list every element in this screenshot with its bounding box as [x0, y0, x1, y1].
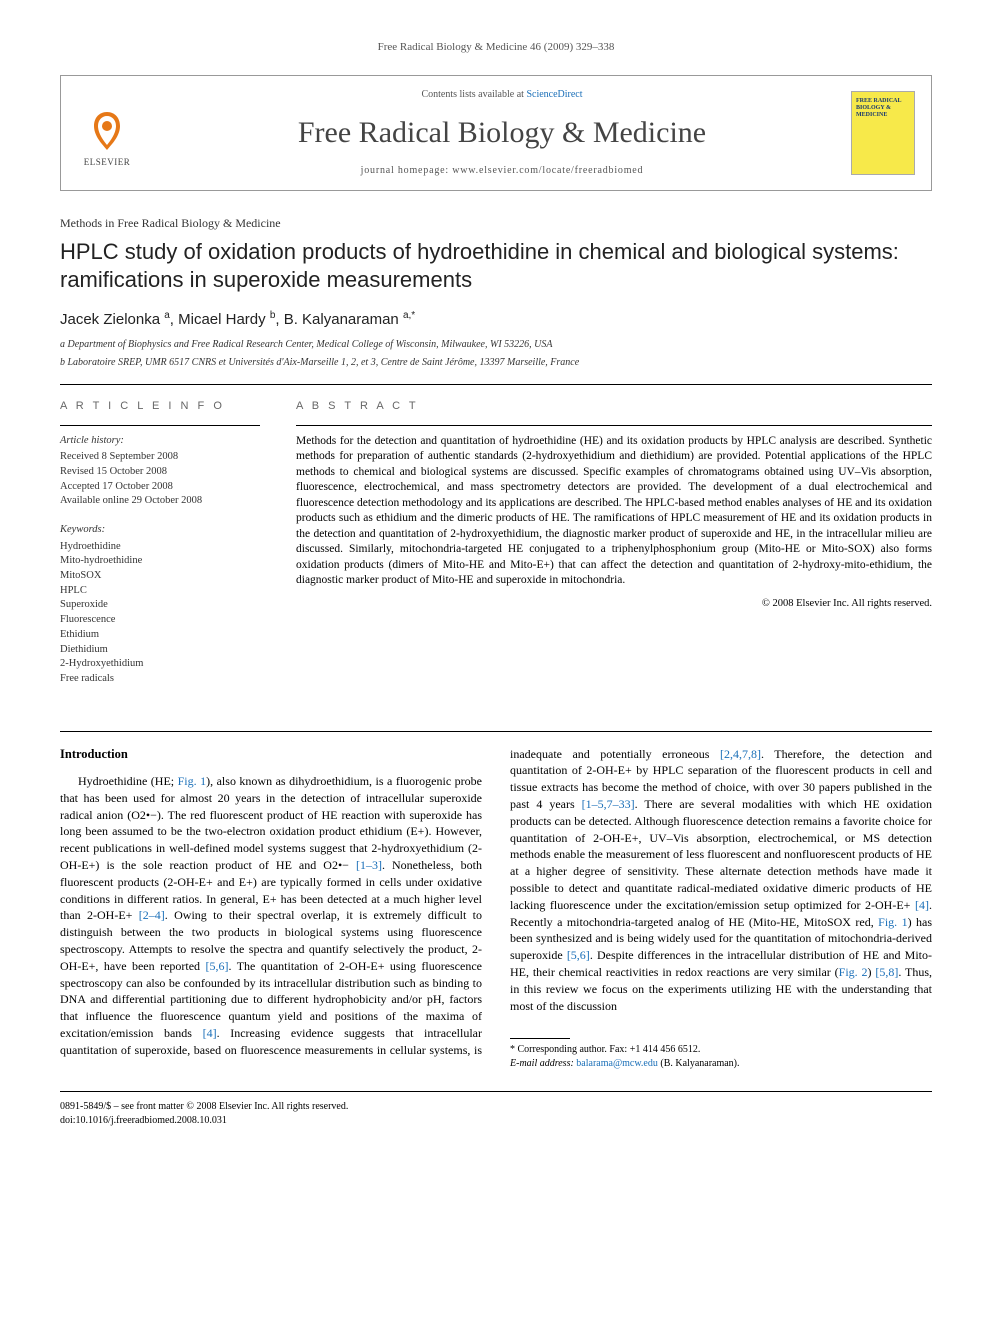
text-fragment: . There are several modalities with whic… — [510, 797, 932, 912]
corresponding-author-block: * Corresponding author. Fax: +1 414 456 … — [510, 1038, 932, 1071]
divider — [60, 425, 260, 426]
divider — [60, 384, 932, 385]
history-accepted: Accepted 17 October 2008 — [60, 480, 260, 495]
keyword-item: 2-Hydroxyethidium — [60, 657, 260, 672]
text-fragment: Hydroethidine (HE; — [78, 774, 178, 788]
running-header: Free Radical Biology & Medicine 46 (2009… — [60, 40, 932, 55]
citation-reference[interactable]: [4] — [203, 1026, 217, 1040]
abstract-text: Methods for the detection and quantitati… — [296, 434, 932, 589]
divider — [296, 425, 932, 426]
keyword-item: Free radicals — [60, 672, 260, 687]
keyword-item: Fluorescence — [60, 613, 260, 628]
history-online: Available online 29 October 2008 — [60, 494, 260, 509]
abstract-copyright: © 2008 Elsevier Inc. All rights reserved… — [296, 597, 932, 612]
author-list: Jacek Zielonka a, Micael Hardy b, B. Kal… — [60, 309, 932, 330]
article-info-header: A R T I C L E I N F O — [60, 399, 260, 414]
text-fragment: (B. Kalyanaraman). — [658, 1058, 740, 1069]
history-received: Received 8 September 2008 — [60, 450, 260, 465]
affiliation-a: a Department of Biophysics and Free Radi… — [60, 338, 932, 352]
journal-masthead: ELSEVIER Contents lists available at Sci… — [60, 75, 932, 191]
sciencedirect-link[interactable]: ScienceDirect — [526, 89, 582, 100]
cover-title-text: FREE RADICAL BIOLOGY & MEDICINE — [856, 98, 910, 118]
keywords-label: Keywords: — [60, 523, 260, 538]
keyword-item: Hydroethidine — [60, 540, 260, 555]
contents-available-line: Contents lists available at ScienceDirec… — [153, 88, 851, 102]
divider — [510, 1038, 570, 1039]
elsevier-logo: ELSEVIER — [77, 98, 137, 168]
abstract-header: A B S T R A C T — [296, 399, 932, 414]
keyword-item: HPLC — [60, 584, 260, 599]
citation-reference[interactable]: [1–5,7–33] — [582, 797, 635, 811]
body-paragraph-1: Hydroethidine (HE; Fig. 1), also known a… — [60, 746, 932, 1072]
journal-homepage: journal homepage: www.elsevier.com/locat… — [153, 164, 851, 178]
history-label: Article history: — [60, 434, 260, 449]
divider — [60, 731, 932, 732]
citation-reference[interactable]: [5,6] — [206, 959, 229, 973]
section-heading-introduction: Introduction — [60, 746, 482, 764]
keyword-item: Ethidium — [60, 628, 260, 643]
front-matter-line: 0891-5849/$ – see front matter © 2008 El… — [60, 1100, 348, 1114]
journal-cover-thumbnail: FREE RADICAL BIOLOGY & MEDICINE — [851, 91, 915, 175]
keyword-item: MitoSOX — [60, 569, 260, 584]
citation-reference[interactable]: [1–3] — [356, 858, 382, 872]
article-body: Introduction Hydroethidine (HE; Fig. 1),… — [60, 746, 932, 1072]
contents-prefix: Contents lists available at — [421, 89, 526, 100]
keywords-list: HydroethidineMito-hydroethidineMitoSOXHP… — [60, 540, 260, 687]
keyword-item: Mito-hydroethidine — [60, 554, 260, 569]
abstract-panel: A B S T R A C T Methods for the detectio… — [296, 399, 932, 700]
page-footer: 0891-5849/$ – see front matter © 2008 El… — [60, 1091, 932, 1128]
doi-line: doi:10.1016/j.freeradbiomed.2008.10.031 — [60, 1114, 348, 1128]
citation-reference[interactable]: [2–4] — [139, 908, 165, 922]
citation-reference[interactable]: [5,6] — [567, 948, 590, 962]
figure-reference[interactable]: Fig. 1 — [178, 774, 207, 788]
article-info-panel: A R T I C L E I N F O Article history: R… — [60, 399, 260, 700]
citation-reference[interactable]: [5,8] — [875, 965, 898, 979]
keyword-item: Superoxide — [60, 598, 260, 613]
affiliation-b: b Laboratoire SREP, UMR 6517 CNRS et Uni… — [60, 356, 932, 370]
citation-reference[interactable]: [4] — [915, 898, 929, 912]
journal-title: Free Radical Biology & Medicine — [153, 112, 851, 154]
figure-reference[interactable]: Fig. 2 — [839, 965, 868, 979]
article-section-tag: Methods in Free Radical Biology & Medici… — [60, 215, 932, 232]
citation-reference[interactable]: [2,4,7,8] — [720, 747, 761, 761]
corr-email-line: E-mail address: balarama@mcw.edu (B. Kal… — [510, 1057, 932, 1071]
article-title: HPLC study of oxidation products of hydr… — [60, 238, 932, 293]
publisher-name: ELSEVIER — [84, 156, 131, 169]
history-revised: Revised 15 October 2008 — [60, 465, 260, 480]
corr-email-link[interactable]: balarama@mcw.edu — [576, 1058, 658, 1069]
corr-fax-line: * Corresponding author. Fax: +1 414 456 … — [510, 1043, 932, 1057]
keyword-item: Diethidium — [60, 643, 260, 658]
email-label: E-mail address: — [510, 1058, 576, 1069]
figure-reference[interactable]: Fig. 1 — [878, 915, 907, 929]
